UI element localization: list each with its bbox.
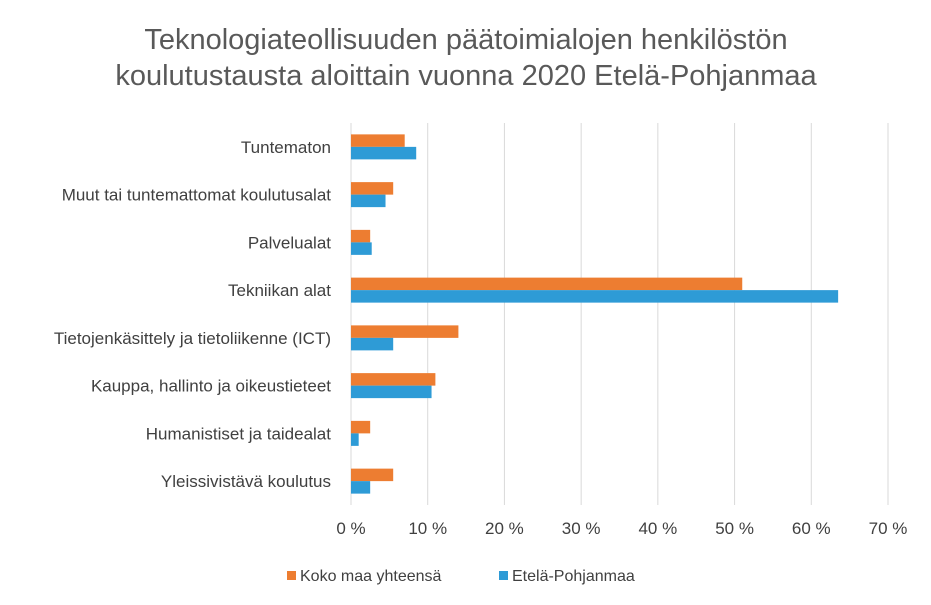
legend-swatch [287,571,296,580]
bar-koko-maa [351,420,371,434]
x-tick-label: 10 % [408,519,447,538]
x-tick-label: 40 % [638,519,677,538]
x-tick-label: 60 % [792,519,831,538]
x-tick-label: 0 % [336,519,365,538]
legend-label: Etelä-Pohjanmaa [512,568,635,585]
chart-title-line: Teknologiateollisuuden päätoimialojen he… [144,24,787,56]
x-tick-labels: 0 % 10 % 20 % 30 % 40 % 50 % 60 % 70 % [336,519,907,538]
x-tick-label: 50 % [715,519,754,538]
bar-koko-maa [351,229,371,243]
gridlines [350,123,889,505]
category-label: Muut tai tuntemattomat koulutusalat [62,186,332,205]
bar-etela-pohjanmaa [351,290,839,303]
category-label: Palvelualat [248,233,331,252]
x-tick-label: 30 % [562,519,601,538]
category-label: Tuntematon [241,138,331,157]
bar-koko-maa [351,182,394,195]
bar-etela-pohjanmaa [351,433,359,446]
category-label: Yleissivistävä koulutus [161,472,331,491]
category-label: Tekniikan alat [228,281,331,300]
legend-swatch [499,571,508,580]
bar-etela-pohjanmaa [351,242,372,255]
bar-etela-pohjanmaa [351,481,371,494]
bar-koko-maa [351,373,436,386]
bar-koko-maa [351,325,459,338]
category-label: Kauppa, hallinto ja oikeustieteet [91,377,331,396]
bar-koko-maa [351,277,743,291]
bar-koko-maa [351,134,405,147]
category-labels: Tuntematon Muut tai tuntemattomat koulutu… [54,138,331,491]
bar-etela-pohjanmaa [351,146,417,160]
bar-koko-maa [351,468,394,482]
bar-etela-pohjanmaa [351,385,432,399]
legend[interactable]: Koko maa yhteensä Etelä-Pohjanmaa [287,568,635,585]
legend-item-etela-pohjanmaa[interactable]: Etelä-Pohjanmaa [499,568,635,585]
legend-item-koko-maa[interactable]: Koko maa yhteensä [287,568,442,585]
bar-etela-pohjanmaa [351,194,386,208]
chart-title: Teknologiateollisuuden päätoimialojen he… [115,24,817,92]
x-tick-label: 20 % [485,519,524,538]
x-tick-label: 70 % [869,519,908,538]
category-label: Tietojenkäsittely ja tietoliikenne (ICT) [54,329,331,348]
bar-etela-pohjanmaa [351,337,394,351]
chart-title-line: koulutustausta aloittain vuonna 2020 Ete… [115,60,817,92]
bars [351,134,839,494]
category-label: Humanistiset ja taidealat [146,424,331,443]
legend-label: Koko maa yhteensä [300,568,442,585]
